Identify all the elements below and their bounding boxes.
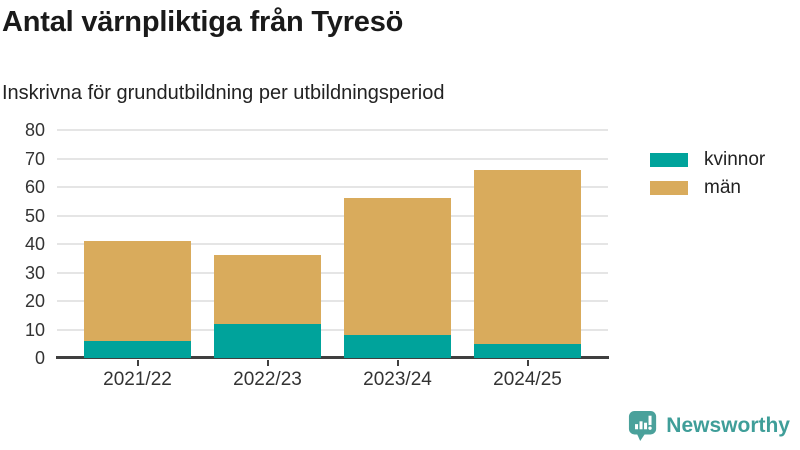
y-tick-label: 10 [24,319,45,340]
x-tick-label: 2023/24 [363,369,432,390]
legend-swatch-män [650,181,688,195]
bar-segment-män [474,169,581,344]
legend-label-kvinnor: kvinnor [704,149,766,170]
chart-title: Antal värnpliktiga från Tyresö [2,6,404,38]
plot-area: 2021/22 2022/23 2023/24 2024/25 [56,129,609,390]
x-axis-tick [136,360,139,366]
legend: kvinnor män [650,146,765,202]
legend-swatch-kvinnor [650,153,688,167]
legend-item-kvinnor: kvinnor [650,146,765,174]
legend-label-män: män [704,177,741,198]
x-tick-label: 2021/22 [103,369,172,390]
y-tick-label: 60 [24,177,45,197]
newsworthy-logo-text: Newsworthy [666,414,790,437]
bar-segment-män [344,198,451,336]
chart-subtitle: Inskrivna för grundutbildning per utbild… [2,82,445,104]
gridline [57,271,608,274]
y-tick-label: 70 [24,148,45,169]
gridline [57,157,608,160]
y-tick-label: 20 [24,291,45,311]
x-axis-tick [526,360,529,366]
x-axis-tick [396,360,399,366]
bar-segment-kvinnor [344,335,451,358]
y-axis-labels: 0 10 20 30 40 50 60 70 80 [0,120,45,368]
gridline [57,214,608,217]
bar-segment-män [84,241,191,341]
bar-segment-kvinnor [474,343,581,358]
x-axis-line [56,356,609,359]
y-tick-label: 0 [34,348,45,368]
gridline [57,328,608,331]
y-tick-label: 50 [24,205,45,226]
bar-segment-män [214,255,321,324]
gridline [57,300,608,302]
legend-item-män: män [650,174,765,202]
bar-segment-kvinnor [214,323,321,358]
y-tick-label: 80 [24,120,45,140]
newsworthy-bar-chart-icon [629,411,657,441]
y-tick-label: 30 [24,262,45,283]
x-axis-tick [266,360,269,366]
x-tick-label: 2022/23 [233,369,302,390]
bar-segment-kvinnor [84,340,191,358]
gridline [57,186,608,188]
newsworthy-logo: Newsworthy [628,410,790,442]
gridline [57,129,608,131]
y-tick-label: 40 [24,234,45,254]
gridline [57,243,608,245]
x-tick-label: 2024/25 [493,369,562,390]
